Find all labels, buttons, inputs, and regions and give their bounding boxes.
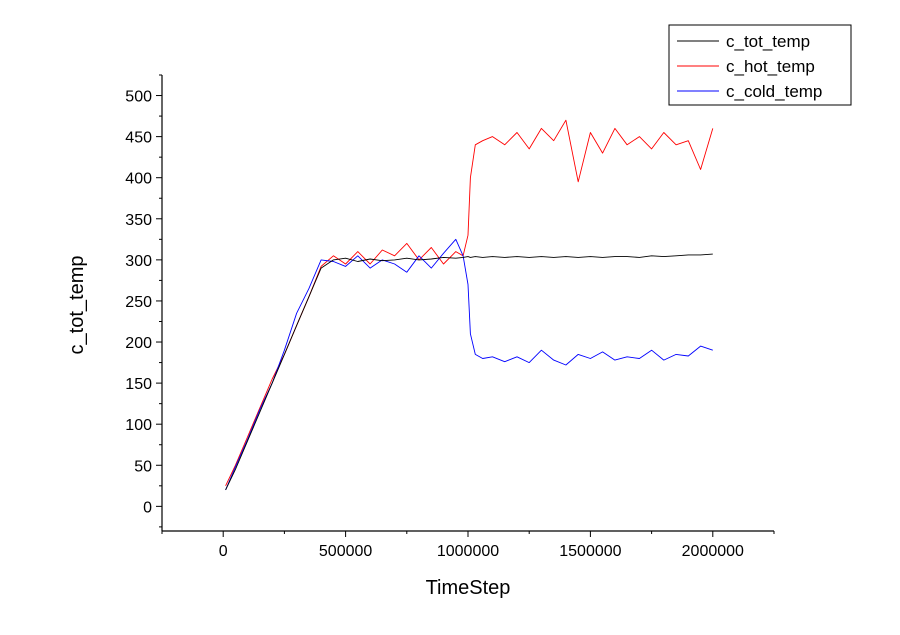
y-ticks: 0 50 100 150 200 250 300 350 400 450 500 bbox=[125, 74, 162, 528]
y-tick-label: 300 bbox=[125, 253, 152, 270]
x-tick-label: 1000000 bbox=[437, 543, 499, 560]
legend-label-c-hot-temp: c_hot_temp bbox=[726, 57, 815, 76]
series-group bbox=[225, 119, 714, 491]
x-tick-label: 2000000 bbox=[682, 543, 744, 560]
axes: 0 500000 1000000 1500000 2000000 0 50 100 150 20… bbox=[125, 74, 775, 560]
y-tick-label: 150 bbox=[125, 376, 152, 393]
legend-label-c-cold-temp: c_cold_temp bbox=[726, 82, 822, 101]
x-axis-title: TimeStep bbox=[426, 577, 511, 599]
y-tick-label: 250 bbox=[125, 294, 152, 311]
y-tick-label: 0 bbox=[143, 499, 152, 516]
y-tick-label: 350 bbox=[125, 212, 152, 229]
y-tick-label: 400 bbox=[125, 171, 152, 188]
x-ticks: 0 500000 1000000 1500000 2000000 bbox=[161, 531, 775, 560]
y-tick-label: 200 bbox=[125, 335, 152, 352]
y-tick-label: 50 bbox=[134, 458, 152, 475]
x-tick-label: 1500000 bbox=[559, 543, 621, 560]
y-tick-label: 100 bbox=[125, 417, 152, 434]
y-axis-title: c_tot_temp bbox=[66, 256, 88, 355]
y-tick-label: 500 bbox=[125, 89, 152, 106]
x-tick-label: 500000 bbox=[319, 543, 372, 560]
series-line-c-cold-temp bbox=[225, 238, 713, 491]
legend-box bbox=[668, 24, 852, 106]
y-tick-label: 450 bbox=[125, 130, 152, 147]
legend-label-c-tot-temp: c_tot_temp bbox=[726, 32, 810, 51]
x-tick-label: 0 bbox=[219, 543, 228, 560]
series-line-c-tot-temp bbox=[225, 253, 713, 491]
legend: c_tot_temp c_hot_temp c_cold_temp bbox=[668, 24, 852, 106]
